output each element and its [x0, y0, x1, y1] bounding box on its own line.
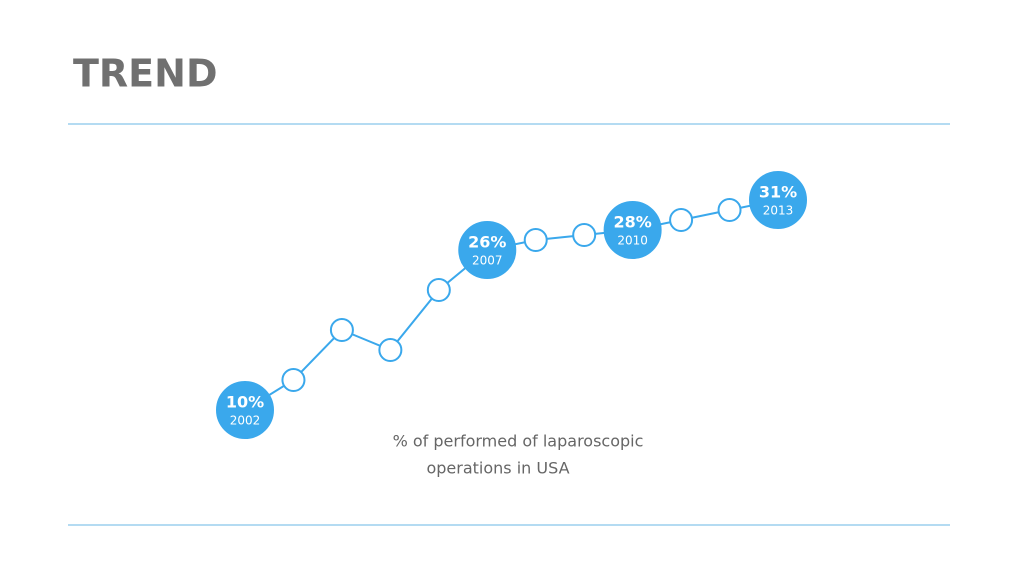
caption: % of performed of laparoscopic	[393, 432, 644, 451]
value-label: 31%	[759, 183, 797, 202]
trend-line	[244, 199, 779, 411]
point	[523, 228, 548, 252]
year-label: 2010	[617, 234, 648, 248]
value-label: 10%	[226, 393, 264, 412]
point	[281, 368, 306, 392]
point	[669, 208, 694, 232]
highlight-point	[749, 171, 807, 229]
slide-title: TREND	[73, 52, 218, 96]
highlight-point	[603, 201, 662, 259]
highlight-point	[216, 381, 274, 439]
point	[378, 338, 403, 362]
year-label: 2002	[230, 414, 261, 428]
highlight-point	[458, 221, 517, 279]
year-label: 2007	[472, 254, 503, 268]
point	[572, 223, 597, 247]
value-label: 28%	[613, 213, 651, 232]
point	[329, 318, 354, 342]
caption: operations in USA	[426, 459, 569, 478]
value-label: 26%	[468, 233, 506, 252]
year-label: 2013	[763, 204, 794, 218]
point	[426, 278, 451, 302]
point	[717, 198, 742, 222]
